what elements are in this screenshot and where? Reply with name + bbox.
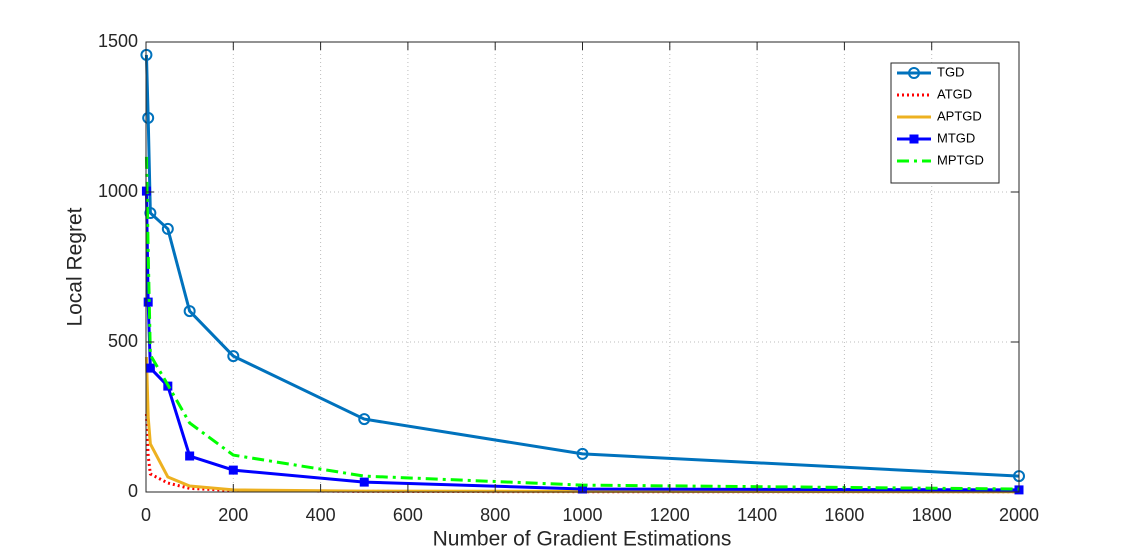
marker — [358, 413, 371, 426]
legend-label: MTGD — [937, 130, 975, 145]
marker — [143, 297, 153, 307]
y-tick-label: 1500 — [98, 31, 138, 51]
y-tick-label: 0 — [128, 481, 138, 501]
y-axis-label: Local Regret — [64, 207, 87, 326]
x-tick-label: 600 — [393, 505, 423, 525]
marker — [576, 447, 589, 460]
y-tick-label: 500 — [108, 331, 138, 351]
x-tick-label: 1000 — [562, 505, 602, 525]
marker — [909, 134, 919, 144]
series-line — [144, 54, 1020, 478]
legend-label: MPTGD — [937, 152, 984, 167]
legend-label: TGD — [937, 64, 964, 79]
marker — [183, 305, 196, 318]
marker — [359, 477, 369, 487]
marker — [185, 451, 195, 461]
marker — [145, 363, 155, 373]
marker — [161, 222, 174, 235]
x-tick-label: 800 — [480, 505, 510, 525]
x-tick-label: 0 — [141, 505, 151, 525]
x-tick-label: 400 — [306, 505, 336, 525]
legend: TGD ATGD APTGD MTGD MPTGD — [890, 62, 1000, 184]
marker — [142, 111, 155, 124]
marker — [228, 465, 238, 475]
lines — [140, 48, 1025, 495]
x-axis-label: Number of Gradient Estimations — [433, 528, 732, 551]
legend-box — [890, 62, 1000, 184]
x-tick-label: 1600 — [824, 505, 864, 525]
x-tick-label: 1800 — [912, 505, 952, 525]
x-tick-label: 1400 — [737, 505, 777, 525]
series-line — [144, 356, 1020, 494]
marker — [908, 67, 920, 79]
x-tick-label: 2000 — [999, 505, 1039, 525]
marker — [227, 350, 240, 363]
ticks: 0 200 400 600 800 1000 1200 1400 1600 1800 2000 0 50… — [98, 31, 1039, 525]
x-tick-label: 1200 — [650, 505, 690, 525]
y-tick-label: 1000 — [98, 181, 138, 201]
legend-label: ATGD — [937, 86, 972, 101]
series-line — [144, 156, 1020, 491]
x-tick-label: 200 — [218, 505, 248, 525]
legend-label: APTGD — [937, 108, 982, 123]
